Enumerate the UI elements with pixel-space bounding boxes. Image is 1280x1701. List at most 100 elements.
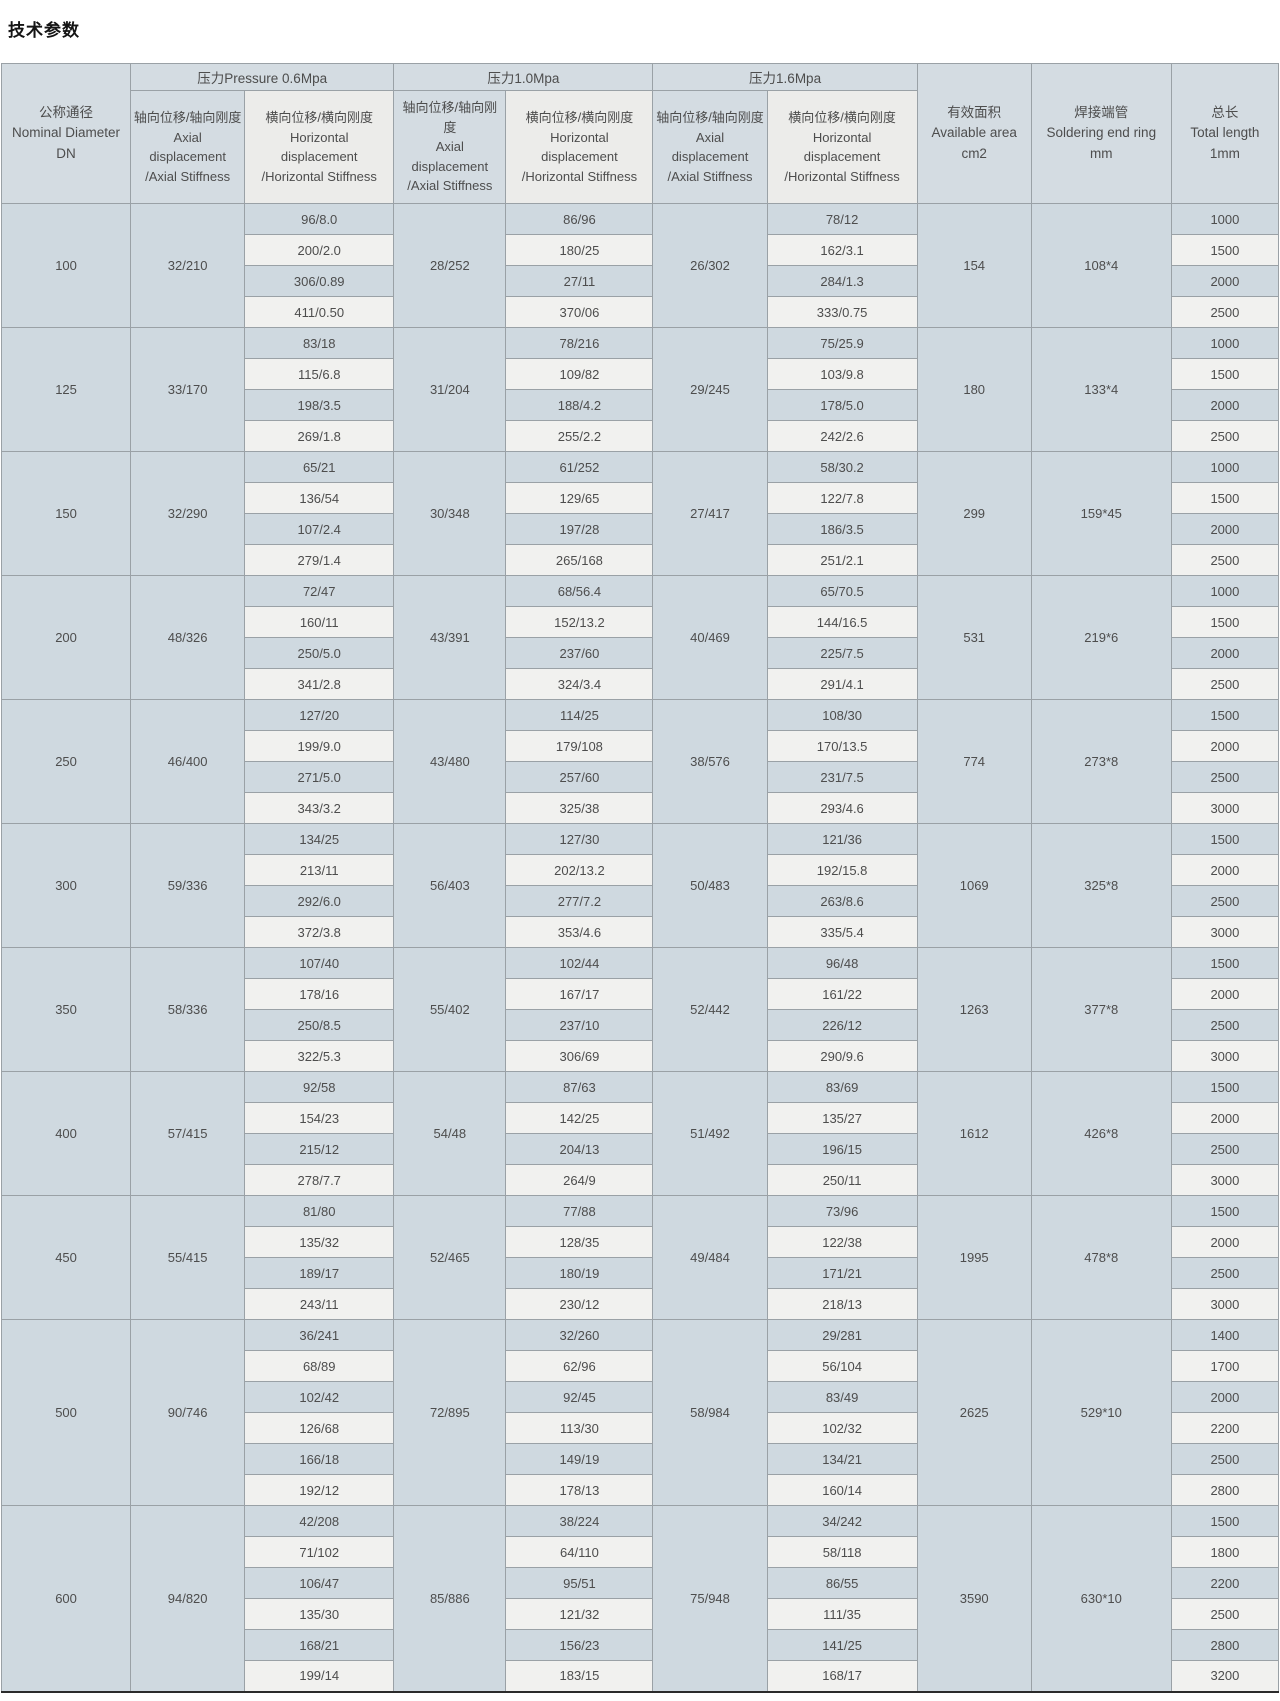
cell-axial-1-0: 72/895 xyxy=(393,1319,507,1506)
cell-axial-0-6: 55/415 xyxy=(130,1195,246,1320)
cell-total-length: 1500 xyxy=(1170,358,1280,390)
cell-available-area: 1263 xyxy=(916,947,1032,1072)
cell-horizontal-1-0: 27/11 xyxy=(505,265,654,297)
cell-dn: 350 xyxy=(0,947,132,1072)
cell-horizontal-1-0: 109/82 xyxy=(505,358,654,390)
cell-horizontal-0-6: 107/2.4 xyxy=(244,513,395,545)
cell-horizontal-1-6: 293/4.6 xyxy=(766,792,918,824)
cell-axial-1-6: 58/984 xyxy=(652,1319,768,1506)
cell-horizontal-0-6: 278/7.7 xyxy=(244,1164,395,1196)
cell-horizontal-1-6: 160/14 xyxy=(766,1474,918,1506)
cell-horizontal-1-0: 32/260 xyxy=(505,1319,654,1351)
cell-horizontal-0-6: 92/58 xyxy=(244,1071,395,1103)
cell-available-area: 2625 xyxy=(916,1319,1032,1506)
cell-horizontal-0-6: 136/54 xyxy=(244,482,395,514)
cell-total-length: 1000 xyxy=(1170,451,1280,483)
cell-horizontal-1-0: 128/35 xyxy=(505,1226,654,1258)
cell-horizontal-0-6: 68/89 xyxy=(244,1350,395,1382)
cell-total-length: 2200 xyxy=(1170,1567,1280,1599)
cell-available-area: 1612 xyxy=(916,1071,1032,1196)
cell-axial-1-6: 52/442 xyxy=(652,947,768,1072)
cell-horizontal-1-6: 186/3.5 xyxy=(766,513,918,545)
cell-dn: 500 xyxy=(0,1319,132,1506)
header-axial-1-0: 轴向位移/轴向刚度 Axial displacement /Axial Stif… xyxy=(393,90,507,204)
cell-horizontal-0-6: 243/11 xyxy=(244,1288,395,1320)
cell-horizontal-1-0: 127/30 xyxy=(505,823,654,855)
cell-total-length: 2000 xyxy=(1170,730,1280,762)
cell-horizontal-1-6: 65/70.5 xyxy=(766,575,918,607)
cell-total-length: 2200 xyxy=(1170,1412,1280,1444)
cell-horizontal-1-6: 141/25 xyxy=(766,1629,918,1661)
cell-horizontal-1-0: 61/252 xyxy=(505,451,654,483)
cell-soldering-end-ring: 529*10 xyxy=(1030,1319,1172,1506)
cell-total-length: 3000 xyxy=(1170,916,1280,948)
table-row: 411/0.50 370/06 333/0.75 2500 xyxy=(2,296,1280,328)
cell-horizontal-1-0: 92/45 xyxy=(505,1381,654,1413)
cell-available-area: 3590 xyxy=(916,1505,1032,1692)
cell-horizontal-1-0: 204/13 xyxy=(505,1133,654,1165)
table-row: 600 94/820 42/208 85/886 38/224 75/948 34/242 3… xyxy=(0,1505,1280,1692)
cell-horizontal-0-6: 168/21 xyxy=(244,1629,395,1661)
cell-horizontal-1-6: 162/3.1 xyxy=(766,234,918,266)
cell-total-length: 3000 xyxy=(1170,1164,1280,1196)
header-horizontal-1-0: 横向位移/横向刚度 Horizontal displacement /Horiz… xyxy=(505,90,654,204)
cell-horizontal-1-6: 226/12 xyxy=(766,1009,918,1041)
cell-horizontal-1-6: 218/13 xyxy=(766,1288,918,1320)
cell-horizontal-1-6: 242/2.6 xyxy=(766,420,918,452)
cell-dn: 200 xyxy=(0,575,132,700)
cell-horizontal-0-6: 106/47 xyxy=(244,1567,395,1599)
cell-soldering-end-ring: 219*6 xyxy=(1030,575,1172,700)
cell-horizontal-1-0: 325/38 xyxy=(505,792,654,824)
table-row: 341/2.8 324/3.4 291/4.1 2500 xyxy=(2,668,1280,700)
header-pressure-1-6mpa: 压力1.6Mpa xyxy=(652,63,918,91)
cell-horizontal-0-6: 250/8.5 xyxy=(244,1009,395,1041)
cell-horizontal-0-6: 107/40 xyxy=(244,947,395,979)
table-row: 450 55/415 81/80 52/465 77/88 49/484 73/96 1995… xyxy=(0,1195,1280,1320)
cell-horizontal-1-0: 180/19 xyxy=(505,1257,654,1289)
cell-total-length: 1500 xyxy=(1170,1071,1280,1103)
cell-total-length: 2500 xyxy=(1170,1133,1280,1165)
table-row: 372/3.8 353/4.6 335/5.4 3000 xyxy=(2,916,1280,948)
table-row: 100 32/210 96/8.0 28/252 86/96 26/302 78/12 154… xyxy=(0,203,1280,328)
table-row: 400 57/415 92/58 54/48 87/63 51/492 83/69 1612 4… xyxy=(0,1071,1280,1196)
cell-dn: 150 xyxy=(0,451,132,576)
cell-total-length: 2000 xyxy=(1170,637,1280,669)
table-row: 150 32/290 65/21 30/348 61/252 27/417 58/30.2 2… xyxy=(0,451,1280,576)
cell-horizontal-0-6: 411/0.50 xyxy=(244,296,395,328)
table-row: 102/42 92/45 83/49 2000 xyxy=(2,1381,1280,1413)
cell-total-length: 2000 xyxy=(1170,978,1280,1010)
cell-horizontal-1-6: 73/96 xyxy=(766,1195,918,1227)
cell-horizontal-0-6: 279/1.4 xyxy=(244,544,395,576)
cell-horizontal-1-0: 87/63 xyxy=(505,1071,654,1103)
header-total-length: 总长 Total length 1mm xyxy=(1170,63,1280,204)
cell-axial-1-6: 38/576 xyxy=(652,699,768,824)
table-row: 213/11 202/13.2 192/15.8 2000 xyxy=(2,854,1280,886)
cell-horizontal-1-0: 156/23 xyxy=(505,1629,654,1661)
cell-horizontal-1-6: 134/21 xyxy=(766,1443,918,1475)
cell-horizontal-0-6: 102/42 xyxy=(244,1381,395,1413)
cell-total-length: 1500 xyxy=(1170,947,1280,979)
cell-axial-1-6: 50/483 xyxy=(652,823,768,948)
cell-available-area: 531 xyxy=(916,575,1032,700)
cell-horizontal-1-0: 237/60 xyxy=(505,637,654,669)
cell-horizontal-1-6: 83/69 xyxy=(766,1071,918,1103)
cell-horizontal-0-6: 36/241 xyxy=(244,1319,395,1351)
table-row: 178/16 167/17 161/22 2000 xyxy=(2,978,1280,1010)
cell-horizontal-1-6: 111/35 xyxy=(766,1598,918,1630)
cell-horizontal-1-0: 306/69 xyxy=(505,1040,654,1072)
cell-horizontal-0-6: 372/3.8 xyxy=(244,916,395,948)
cell-horizontal-1-0: 237/10 xyxy=(505,1009,654,1041)
cell-axial-1-0: 85/886 xyxy=(393,1505,507,1692)
header-axial-1-6: 轴向位移/轴向刚度 Axial displacement /Axial Stif… xyxy=(652,90,768,204)
cell-total-length: 2500 xyxy=(1170,761,1280,793)
cell-total-length: 2000 xyxy=(1170,1102,1280,1134)
cell-horizontal-1-6: 122/38 xyxy=(766,1226,918,1258)
cell-horizontal-1-6: 103/9.8 xyxy=(766,358,918,390)
cell-horizontal-1-6: 58/118 xyxy=(766,1536,918,1568)
cell-horizontal-0-6: 341/2.8 xyxy=(244,668,395,700)
cell-total-length: 2800 xyxy=(1170,1629,1280,1661)
table-row: 154/23 142/25 135/27 2000 xyxy=(2,1102,1280,1134)
cell-horizontal-1-6: 333/0.75 xyxy=(766,296,918,328)
table-row: 106/47 95/51 86/55 2200 xyxy=(2,1567,1280,1599)
table-row: 107/2.4 197/28 186/3.5 2000 xyxy=(2,513,1280,545)
